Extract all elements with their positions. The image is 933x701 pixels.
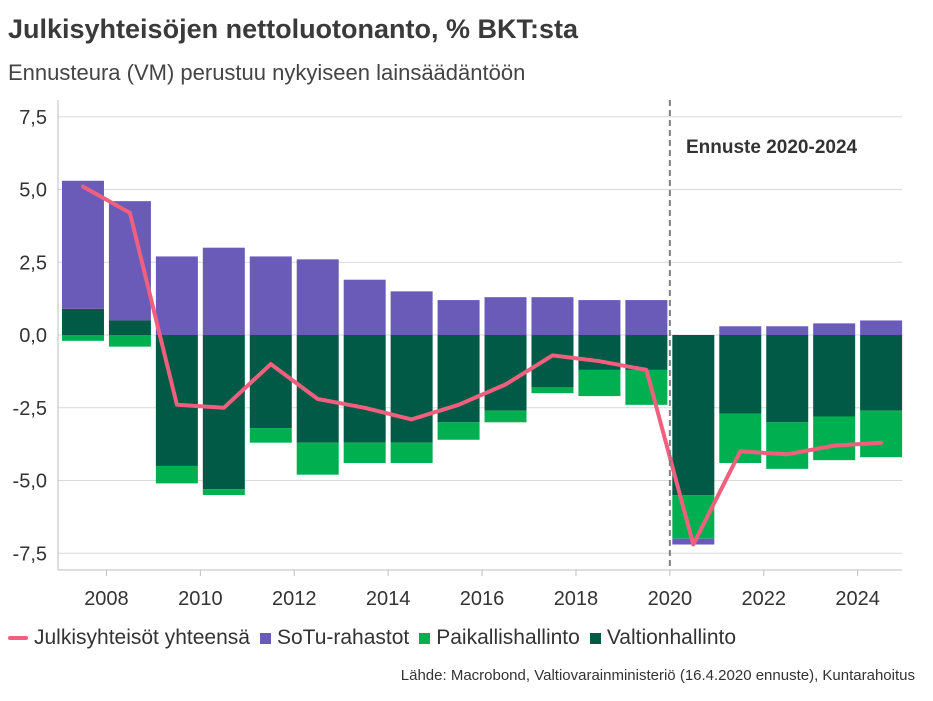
bar-valtio-2020 [672, 335, 715, 496]
legend-item-paikallis: Paikallishallinto [419, 626, 580, 650]
legend-label: Paikallishallinto [436, 626, 580, 649]
bar-valtio-2014 [390, 335, 433, 443]
bar-valtio-2022 [766, 335, 809, 423]
bar-valtio-2011 [249, 335, 292, 429]
bar-paikallis-2024 [860, 410, 903, 458]
bar-paikallis-2012 [296, 442, 339, 475]
bar-sotu-2009 [155, 256, 198, 335]
legend-item-valtio: Valtionhallinto [589, 626, 737, 650]
bar-valtio-2019 [625, 335, 668, 370]
x-tick-label: 2008 [84, 588, 129, 610]
bar-sotu-2016 [484, 297, 527, 335]
legend-swatch-total [8, 636, 28, 640]
bar-paikallis-2010 [202, 489, 245, 496]
bar-paikallis-2014 [390, 442, 433, 464]
bar-sotu-2007 [61, 180, 104, 309]
axes: 7,5 5,0 2,5 0,0 -2,5 -5,0 -7,5 2008 2010 2012 2014… [13, 100, 902, 610]
y-tick-label: -2,5 [13, 398, 47, 420]
legend-swatch-valtio [589, 632, 601, 644]
chart-subtitle: Ennusteura (VM) perustuu nykyiseen lains… [8, 60, 526, 85]
bar-sotu-2013 [343, 279, 386, 335]
bar-valtio-2016 [484, 335, 527, 411]
bar-paikallis-2018 [578, 369, 621, 397]
legend: Julkisyhteisöt yhteensä SoTu-rahastot Paik… [8, 626, 746, 650]
y-tick-label: 7,5 [19, 107, 47, 129]
bar-sotu-2018 [578, 300, 621, 335]
series-line-total [81, 184, 884, 547]
bar-sotu-2015 [437, 300, 480, 335]
bar-paikallis-2015 [437, 422, 480, 440]
bar-valtio-2010 [202, 335, 245, 490]
bar-valtio-2021 [719, 335, 762, 414]
bars [61, 180, 903, 545]
legend-label: Valtionhallinto [606, 626, 737, 649]
bar-paikallis-2016 [484, 410, 527, 423]
bar-valtio-2013 [343, 335, 386, 443]
bar-sotu-2011 [249, 256, 292, 335]
total-line-group [81, 184, 884, 547]
legend-swatch-sotu [259, 632, 271, 644]
bar-paikallis-2011 [249, 428, 292, 443]
bar-paikallis-2023 [813, 416, 856, 461]
x-tick-label: 2020 [648, 588, 693, 610]
bar-sotu-2023 [813, 323, 856, 335]
bar-sotu-2017 [531, 297, 574, 335]
bar-paikallis-2013 [343, 442, 386, 464]
y-tick-label: 0,0 [19, 325, 47, 347]
bar-sotu-2019 [625, 300, 668, 335]
bar-paikallis-2022 [766, 422, 809, 469]
bar-paikallis-2017 [531, 387, 574, 394]
bar-sotu-2012 [296, 259, 339, 335]
legend-item-total: Julkisyhteisöt yhteensä [8, 626, 250, 650]
bar-paikallis-2007 [61, 335, 104, 341]
bar-valtio-2007 [61, 308, 104, 335]
x-tick-label: 2012 [272, 588, 317, 610]
x-tick-label: 2010 [178, 588, 223, 610]
x-tick-label: 2018 [554, 588, 599, 610]
bar-sotu-2014 [390, 291, 433, 335]
bar-sotu-2024 [860, 320, 903, 335]
y-tick-label: -7,5 [13, 543, 47, 565]
bar-valtio-2017 [531, 335, 574, 388]
y-tick-label: 5,0 [19, 180, 47, 202]
source-note: Lähde: Macrobond, Valtiovarainministeriö… [400, 667, 915, 684]
x-tick-label: 2014 [366, 588, 411, 610]
bar-valtio-2024 [860, 335, 903, 411]
x-tick-label: 2022 [742, 588, 787, 610]
y-tick-label: -5,0 [13, 471, 47, 493]
x-tick-label: 2024 [835, 588, 880, 610]
bar-sotu-2022 [766, 326, 809, 335]
chart-area: 7,5 5,0 2,5 0,0 -2,5 -5,0 -7,5 2008 2010 2012 2014… [13, 100, 903, 610]
forecast-label: Ennuste 2020-2024 [686, 137, 858, 158]
y-tick-label: 2,5 [19, 252, 47, 274]
legend-item-sotu: SoTu-rahastot [259, 626, 410, 650]
legend-swatch-paikallis [419, 632, 431, 644]
bar-sotu-2010 [202, 247, 245, 335]
x-tick-label: 2016 [460, 588, 505, 610]
bar-valtio-2008 [108, 320, 151, 335]
bar-valtio-2023 [813, 335, 856, 417]
forecast-marker: Ennuste 2020-2024 [668, 100, 858, 570]
legend-label: Julkisyhteisöt yhteensä [34, 626, 250, 649]
chart-title: Julkisyhteisöjen nettoluotonanto, % BKT:… [8, 14, 579, 44]
legend-label: SoTu-rahastot [276, 626, 410, 649]
bar-sotu-2021 [719, 326, 762, 335]
bar-paikallis-2008 [108, 335, 151, 347]
bar-paikallis-2009 [155, 465, 198, 484]
